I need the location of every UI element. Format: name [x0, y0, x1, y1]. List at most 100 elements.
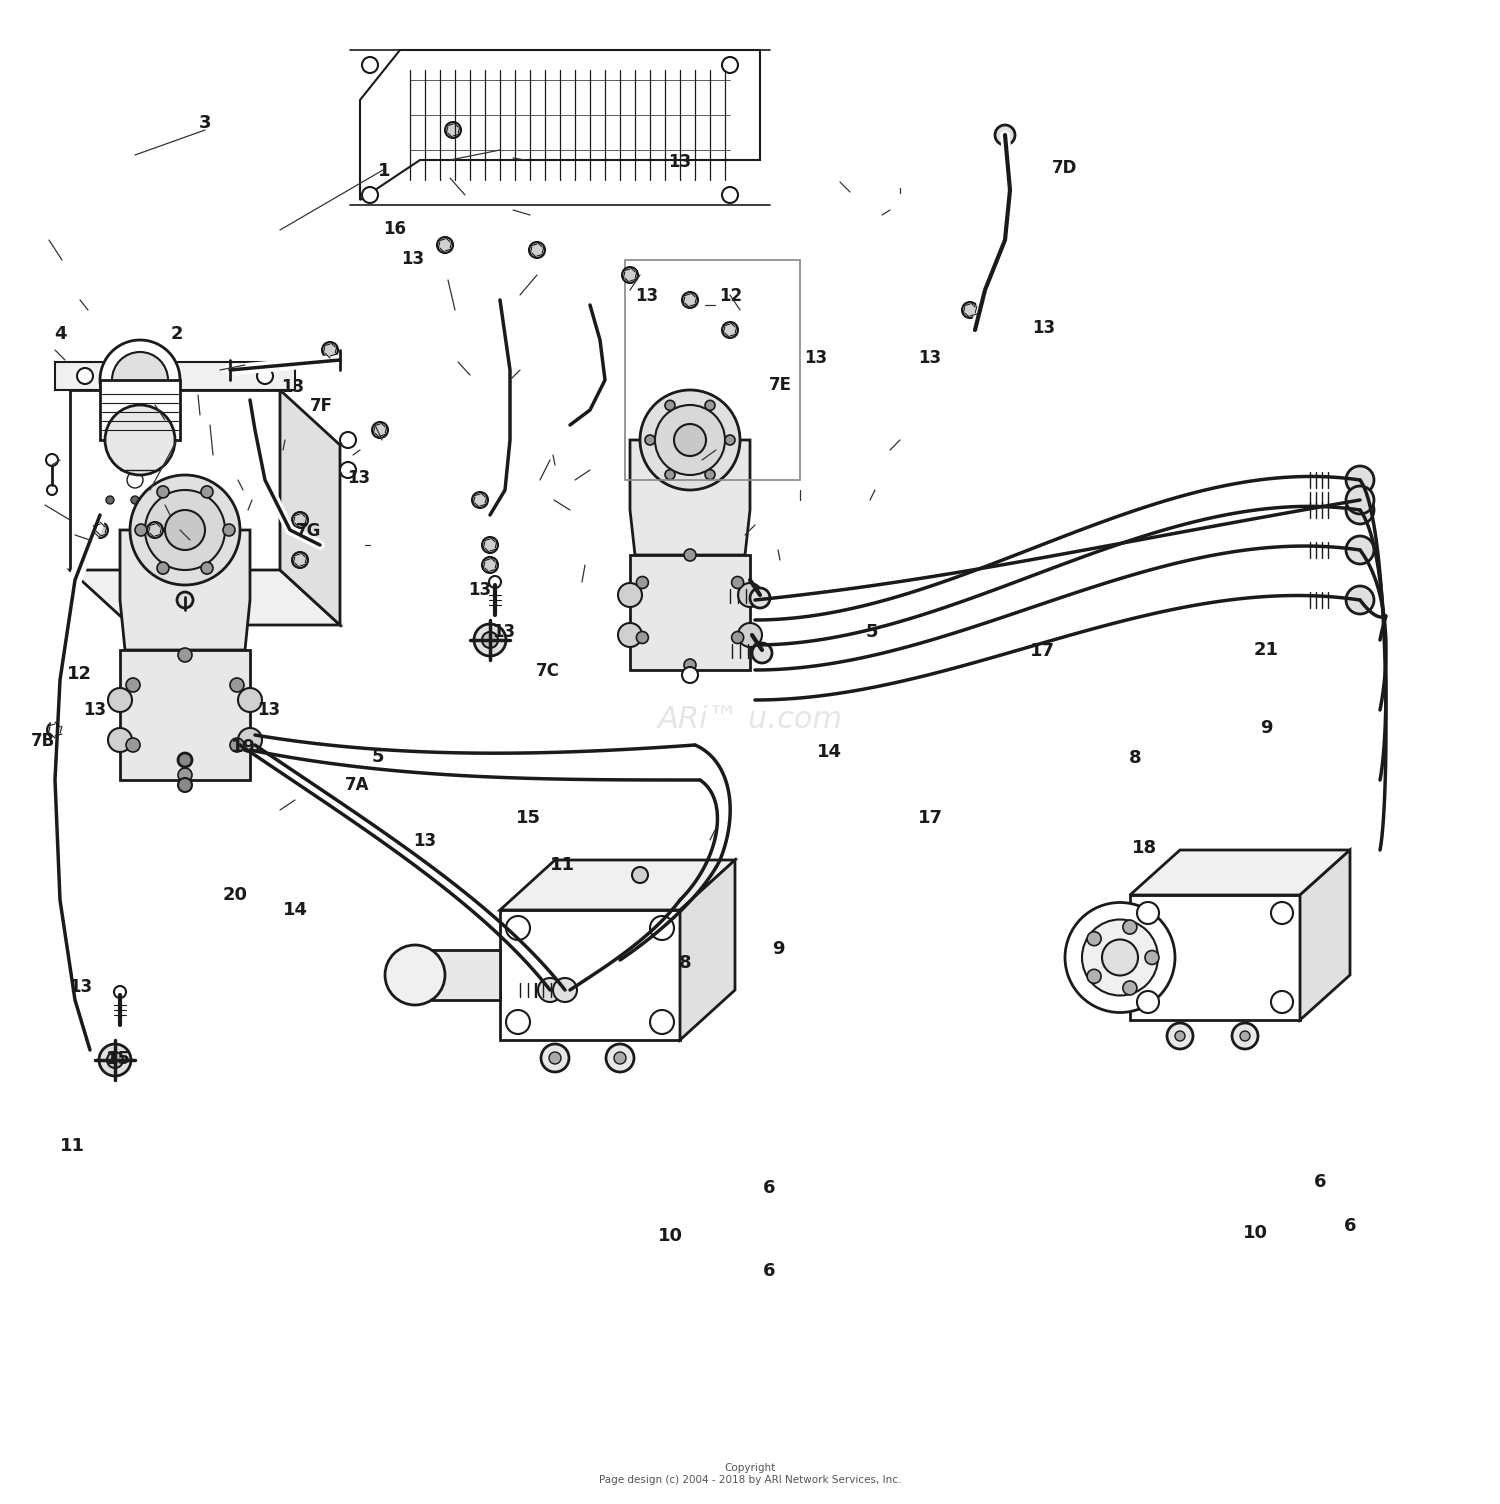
Circle shape: [156, 496, 164, 504]
Text: 17: 17: [918, 809, 942, 827]
Circle shape: [1102, 940, 1138, 976]
Circle shape: [1088, 931, 1101, 946]
Bar: [626, 260, 800, 480]
Circle shape: [130, 496, 140, 504]
Circle shape: [128, 472, 142, 487]
Circle shape: [482, 537, 498, 553]
Circle shape: [224, 523, 236, 535]
Text: 5: 5: [372, 747, 384, 766]
Circle shape: [732, 632, 744, 644]
Polygon shape: [416, 955, 430, 996]
Polygon shape: [360, 50, 760, 200]
Circle shape: [76, 368, 93, 384]
Text: 7F: 7F: [309, 397, 333, 415]
Circle shape: [46, 484, 57, 495]
Text: 13: 13: [804, 349, 828, 367]
Circle shape: [489, 576, 501, 588]
Circle shape: [1124, 981, 1137, 996]
Circle shape: [322, 341, 338, 358]
Circle shape: [142, 587, 158, 603]
Circle shape: [1346, 486, 1374, 514]
Circle shape: [1082, 919, 1158, 996]
Circle shape: [705, 400, 716, 411]
Circle shape: [640, 390, 740, 490]
Text: 6: 6: [764, 1179, 776, 1197]
Circle shape: [1270, 991, 1293, 1014]
Circle shape: [1137, 902, 1160, 923]
Text: 13: 13: [280, 378, 304, 396]
Circle shape: [542, 1044, 568, 1072]
Circle shape: [738, 623, 762, 647]
Text: 18: 18: [1132, 839, 1156, 857]
Polygon shape: [120, 529, 250, 650]
Circle shape: [674, 424, 706, 456]
Circle shape: [614, 1051, 626, 1063]
Circle shape: [292, 552, 308, 569]
Polygon shape: [1130, 895, 1300, 1020]
Circle shape: [446, 122, 460, 138]
Circle shape: [994, 125, 1016, 144]
Circle shape: [1346, 587, 1374, 614]
Polygon shape: [100, 381, 180, 441]
Circle shape: [106, 496, 114, 504]
Circle shape: [100, 340, 180, 420]
Circle shape: [472, 492, 488, 508]
Text: 6: 6: [1344, 1217, 1356, 1235]
Circle shape: [1174, 1032, 1185, 1041]
Text: 13: 13: [468, 581, 492, 599]
Circle shape: [158, 486, 170, 498]
Text: 13: 13: [634, 287, 658, 305]
Circle shape: [46, 454, 58, 466]
Circle shape: [108, 687, 132, 711]
Text: 19: 19: [231, 738, 255, 757]
Circle shape: [92, 522, 108, 538]
Polygon shape: [120, 650, 250, 781]
Text: 8: 8: [680, 954, 692, 972]
Polygon shape: [630, 555, 750, 669]
Circle shape: [106, 1051, 123, 1068]
Polygon shape: [680, 860, 735, 1039]
Text: 13: 13: [413, 832, 436, 850]
Circle shape: [962, 302, 978, 317]
Text: 14: 14: [818, 743, 842, 761]
Circle shape: [732, 576, 744, 588]
Circle shape: [752, 644, 772, 663]
Circle shape: [135, 523, 147, 535]
Text: 12: 12: [68, 665, 92, 683]
Text: 13: 13: [256, 701, 280, 719]
Circle shape: [340, 432, 356, 448]
Circle shape: [114, 987, 126, 999]
Text: 11: 11: [550, 856, 574, 874]
Circle shape: [201, 486, 213, 498]
Polygon shape: [1130, 850, 1350, 895]
Polygon shape: [70, 570, 340, 626]
Circle shape: [1270, 902, 1293, 923]
Circle shape: [178, 778, 192, 793]
Circle shape: [506, 916, 530, 940]
Circle shape: [340, 462, 356, 478]
Circle shape: [645, 435, 656, 445]
Circle shape: [506, 1011, 530, 1035]
Circle shape: [724, 435, 735, 445]
Text: 10: 10: [1244, 1224, 1268, 1242]
Polygon shape: [70, 390, 280, 570]
Text: ARi™ u.com: ARi™ u.com: [657, 705, 843, 734]
Circle shape: [474, 624, 506, 656]
Circle shape: [256, 368, 273, 384]
Text: 17: 17: [1030, 642, 1054, 660]
Polygon shape: [500, 860, 735, 910]
Circle shape: [130, 475, 240, 585]
Circle shape: [201, 562, 213, 575]
Text: 12: 12: [718, 287, 742, 305]
Circle shape: [606, 1044, 634, 1072]
Text: 3: 3: [200, 114, 211, 132]
Circle shape: [664, 400, 675, 411]
Text: 7G: 7G: [297, 522, 321, 540]
Text: 1: 1: [378, 162, 390, 180]
Circle shape: [1232, 1023, 1258, 1048]
Circle shape: [147, 522, 164, 538]
Text: 15: 15: [516, 809, 540, 827]
Text: 13: 13: [69, 978, 93, 996]
Circle shape: [705, 469, 716, 480]
Circle shape: [538, 978, 562, 1002]
